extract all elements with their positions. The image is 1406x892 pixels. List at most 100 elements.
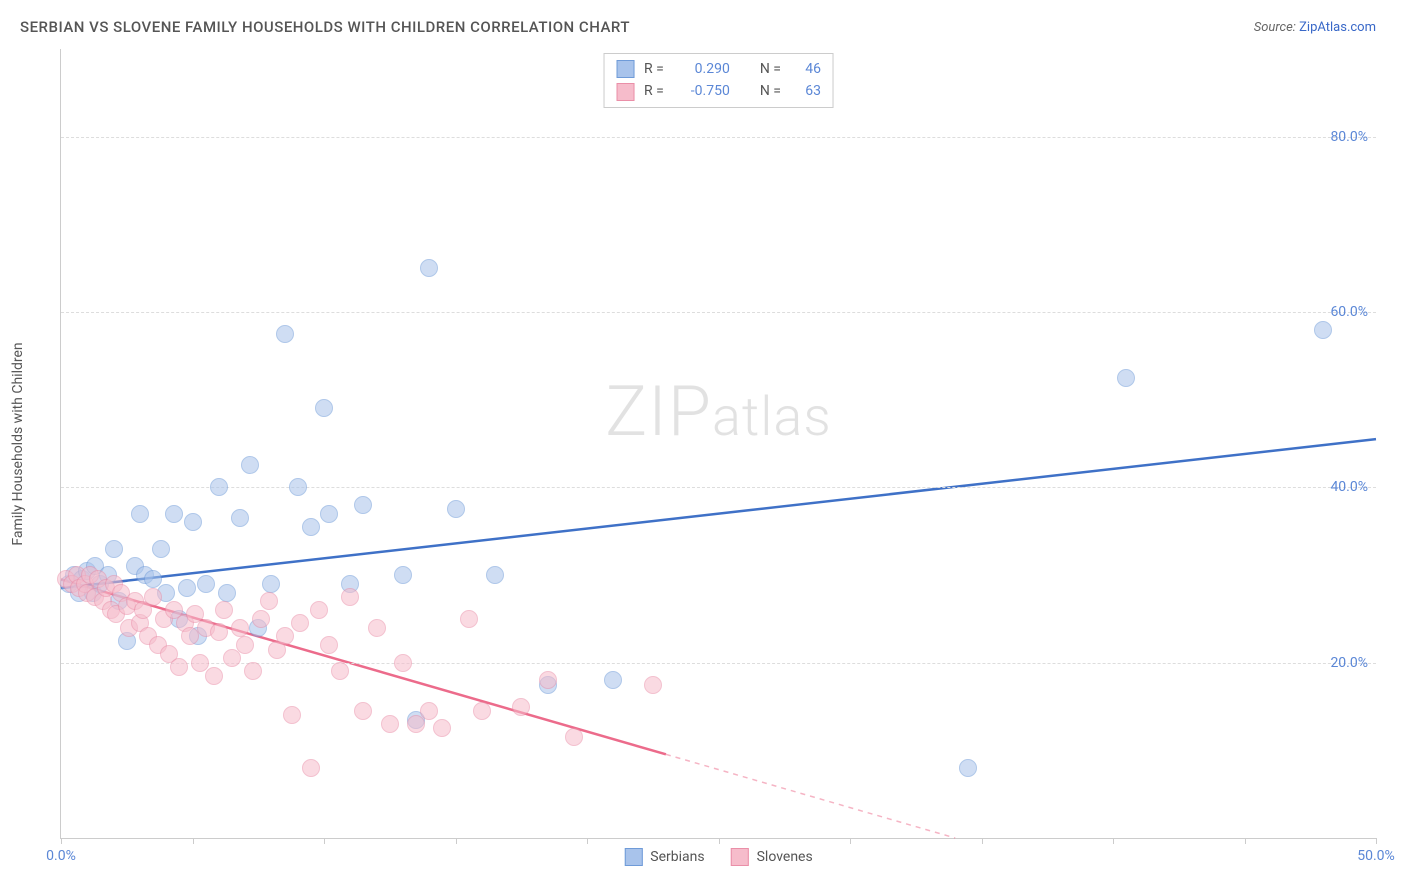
legend-item: Serbians — [624, 848, 704, 866]
data-point — [473, 702, 491, 720]
data-point — [420, 259, 438, 277]
data-point — [1314, 321, 1332, 339]
data-point — [394, 566, 412, 584]
data-point — [152, 540, 170, 558]
data-point — [231, 619, 249, 637]
legend-item: Slovenes — [731, 848, 813, 866]
data-point — [236, 636, 254, 654]
x-tick — [61, 838, 62, 844]
data-point — [218, 584, 236, 602]
data-point — [105, 540, 123, 558]
data-point — [460, 610, 478, 628]
data-point — [539, 671, 557, 689]
data-point — [644, 676, 662, 694]
data-point — [283, 706, 301, 724]
stat-r-label: R = — [644, 58, 664, 80]
data-point — [381, 715, 399, 733]
legend-label: Slovenes — [757, 849, 813, 865]
x-tick — [193, 838, 194, 844]
y-tick-label: 40.0% — [1330, 479, 1368, 495]
stat-r-label: R = — [644, 80, 664, 102]
source-link[interactable]: ZipAtlas.com — [1299, 20, 1376, 35]
data-point — [131, 505, 149, 523]
plot-area: ZIPatlas R =0.290N =46R =-0.750N =63 Ser… — [60, 49, 1376, 839]
data-point — [276, 325, 294, 343]
stats-row: R = -0.750 N = 63 — [616, 80, 821, 102]
x-tick-label: 50.0% — [1357, 848, 1395, 864]
data-point — [320, 505, 338, 523]
watermark: ZIPatlas — [605, 371, 831, 453]
data-point — [291, 614, 309, 632]
data-point — [231, 509, 249, 527]
series-swatch — [624, 848, 642, 866]
data-point — [144, 588, 162, 606]
gridline — [61, 137, 1376, 138]
data-point — [289, 478, 307, 496]
data-point — [447, 500, 465, 518]
trend-line-extrapolated — [666, 754, 955, 838]
data-point — [244, 662, 262, 680]
data-point — [276, 627, 294, 645]
data-point — [320, 636, 338, 654]
x-tick — [850, 838, 851, 844]
data-point — [262, 575, 280, 593]
data-point — [205, 667, 223, 685]
y-tick-label: 20.0% — [1330, 655, 1368, 671]
y-tick-label: 80.0% — [1330, 129, 1368, 145]
data-point — [354, 702, 372, 720]
series-swatch — [616, 83, 634, 101]
data-point — [341, 588, 359, 606]
data-point — [394, 654, 412, 672]
data-point — [354, 496, 372, 514]
x-tick — [587, 838, 588, 844]
data-point — [310, 601, 328, 619]
data-point — [302, 759, 320, 777]
data-point — [433, 719, 451, 737]
stat-n-value: 46 — [791, 58, 821, 80]
series-swatch — [731, 848, 749, 866]
legend: Serbians Slovenes — [624, 848, 812, 866]
data-point — [210, 623, 228, 641]
data-point — [260, 592, 278, 610]
x-tick — [1376, 838, 1377, 844]
x-tick — [1113, 838, 1114, 844]
data-point — [302, 518, 320, 536]
data-point — [252, 610, 270, 628]
data-point — [241, 456, 259, 474]
data-point — [486, 566, 504, 584]
stats-box: R = 0.290 N = 46 R = -0.750 N = 63 — [603, 53, 834, 108]
stat-r-value: 0.290 — [674, 58, 730, 80]
data-point — [165, 505, 183, 523]
x-tick — [324, 838, 325, 844]
data-point — [1117, 369, 1135, 387]
stat-n-label: N = — [760, 58, 781, 80]
data-point — [178, 579, 196, 597]
stat-n-label: N = — [760, 80, 781, 102]
gridline — [61, 487, 1376, 488]
stats-row: R = 0.290 N = 46 — [616, 58, 821, 80]
data-point — [223, 649, 241, 667]
data-point — [315, 399, 333, 417]
data-point — [368, 619, 386, 637]
chart-container: Family Households with Children ZIPatlas… — [20, 49, 1376, 839]
data-point — [170, 658, 188, 676]
data-point — [420, 702, 438, 720]
stat-n-value: 63 — [791, 80, 821, 102]
stat-r-value: -0.750 — [674, 80, 730, 102]
data-point — [959, 759, 977, 777]
chart-title: SERBIAN VS SLOVENE FAMILY HOUSEHOLDS WIT… — [20, 18, 630, 36]
y-tick-label: 60.0% — [1330, 304, 1368, 320]
x-tick — [1245, 838, 1246, 844]
x-tick — [982, 838, 983, 844]
data-point — [210, 478, 228, 496]
data-point — [184, 513, 202, 531]
data-point — [565, 728, 583, 746]
data-point — [331, 662, 349, 680]
trend-lines-layer — [61, 49, 1376, 838]
source-attribution: Source: ZipAtlas.com — [1254, 20, 1376, 35]
y-axis-label: Family Households with Children — [10, 342, 26, 545]
x-tick — [719, 838, 720, 844]
legend-label: Serbians — [650, 849, 704, 865]
data-point — [197, 575, 215, 593]
data-point — [215, 601, 233, 619]
